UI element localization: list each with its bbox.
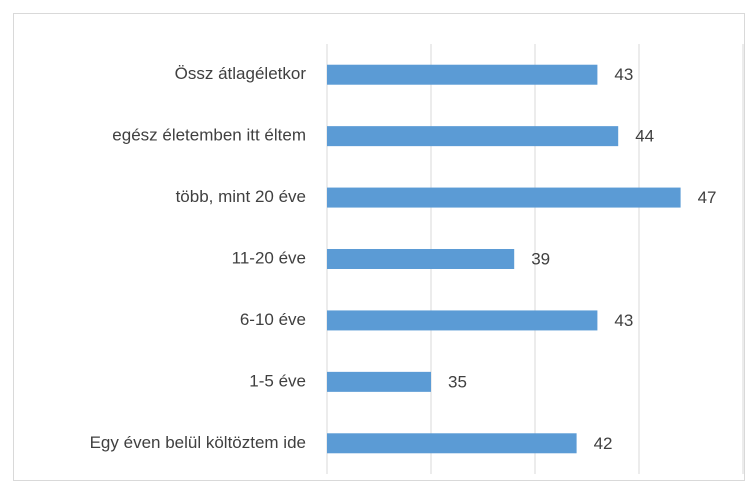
y-tick-label: több, mint 20 éve	[176, 187, 306, 206]
y-tick-label: 1-5 éve	[249, 371, 306, 390]
y-tick-label: Össz átlagéletkor	[175, 64, 307, 83]
data-label: 47	[698, 188, 717, 207]
data-label: 39	[531, 249, 550, 268]
y-tick-label: Egy éven belül költöztem ide	[90, 433, 306, 452]
bar	[327, 249, 515, 269]
chart-border	[13, 13, 745, 481]
data-label: 43	[614, 311, 633, 330]
data-label: 43	[614, 65, 633, 84]
data-label: 44	[635, 127, 654, 146]
bar	[327, 126, 619, 147]
y-tick-label: egész életemben itt éltem	[112, 126, 306, 145]
data-label: 42	[594, 434, 613, 453]
bar	[327, 187, 681, 208]
bar	[327, 310, 598, 331]
bar	[327, 371, 431, 392]
data-label: 35	[448, 372, 467, 391]
y-tick-label: 6-10 éve	[240, 310, 306, 329]
bar	[327, 433, 577, 454]
bar	[327, 64, 598, 85]
y-tick-label: 11-20 éve	[232, 248, 306, 267]
